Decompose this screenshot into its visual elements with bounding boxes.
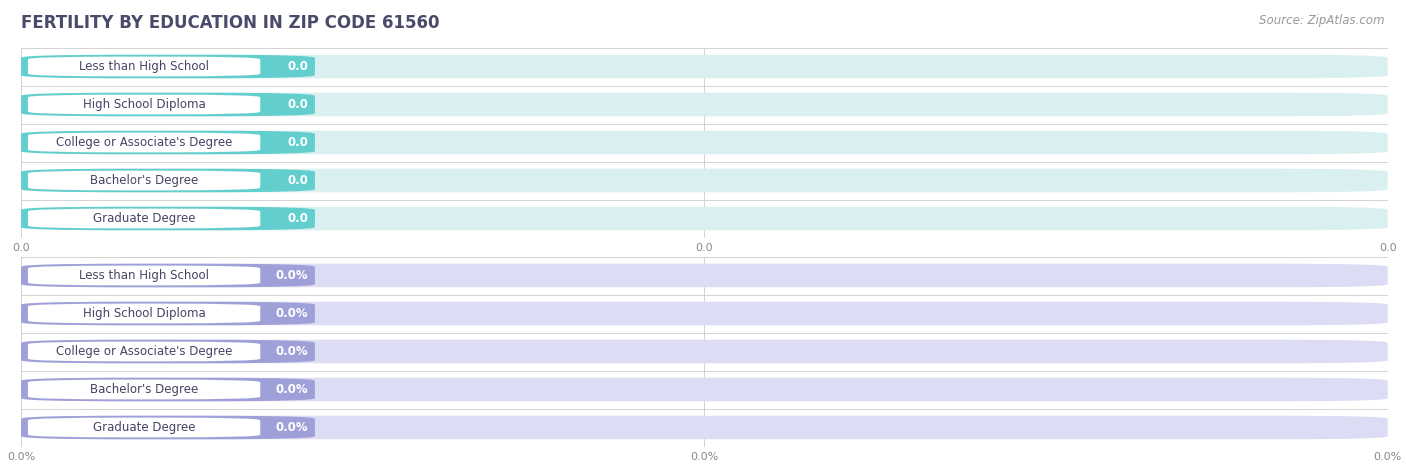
Text: 0.0%: 0.0% [276,307,308,320]
FancyBboxPatch shape [21,93,1388,116]
FancyBboxPatch shape [21,416,1388,439]
FancyBboxPatch shape [28,209,260,228]
FancyBboxPatch shape [21,55,1388,78]
FancyBboxPatch shape [28,380,260,399]
FancyBboxPatch shape [21,416,315,439]
Text: 0.0: 0.0 [287,136,308,149]
Text: Graduate Degree: Graduate Degree [93,421,195,434]
Text: Less than High School: Less than High School [79,269,209,282]
FancyBboxPatch shape [28,342,260,361]
FancyBboxPatch shape [28,418,260,437]
Text: College or Associate's Degree: College or Associate's Degree [56,345,232,358]
Text: High School Diploma: High School Diploma [83,98,205,111]
Text: College or Associate's Degree: College or Associate's Degree [56,136,232,149]
Text: 0.0%: 0.0% [276,383,308,396]
FancyBboxPatch shape [21,378,315,401]
FancyBboxPatch shape [21,131,1388,154]
Text: 0.0: 0.0 [287,60,308,73]
FancyBboxPatch shape [21,55,315,78]
FancyBboxPatch shape [21,264,1388,287]
Text: FERTILITY BY EDUCATION IN ZIP CODE 61560: FERTILITY BY EDUCATION IN ZIP CODE 61560 [21,14,440,32]
FancyBboxPatch shape [21,207,1388,230]
FancyBboxPatch shape [28,95,260,114]
Text: 0.0%: 0.0% [276,421,308,434]
Text: High School Diploma: High School Diploma [83,307,205,320]
FancyBboxPatch shape [28,266,260,285]
Text: 0.0: 0.0 [287,212,308,225]
FancyBboxPatch shape [21,340,1388,363]
Text: 0.0%: 0.0% [276,345,308,358]
Text: Source: ZipAtlas.com: Source: ZipAtlas.com [1260,14,1385,27]
FancyBboxPatch shape [21,93,315,116]
Text: Graduate Degree: Graduate Degree [93,212,195,225]
Text: Bachelor's Degree: Bachelor's Degree [90,383,198,396]
FancyBboxPatch shape [21,207,315,230]
FancyBboxPatch shape [21,302,315,325]
Text: Bachelor's Degree: Bachelor's Degree [90,174,198,187]
FancyBboxPatch shape [28,133,260,152]
FancyBboxPatch shape [28,171,260,190]
Text: 0.0: 0.0 [287,174,308,187]
FancyBboxPatch shape [21,264,315,287]
Text: 0.0: 0.0 [287,98,308,111]
FancyBboxPatch shape [21,169,315,192]
FancyBboxPatch shape [21,340,315,363]
FancyBboxPatch shape [28,304,260,323]
FancyBboxPatch shape [21,169,1388,192]
Text: Less than High School: Less than High School [79,60,209,73]
FancyBboxPatch shape [28,57,260,76]
Text: 0.0%: 0.0% [276,269,308,282]
FancyBboxPatch shape [21,131,315,154]
FancyBboxPatch shape [21,378,1388,401]
FancyBboxPatch shape [21,302,1388,325]
